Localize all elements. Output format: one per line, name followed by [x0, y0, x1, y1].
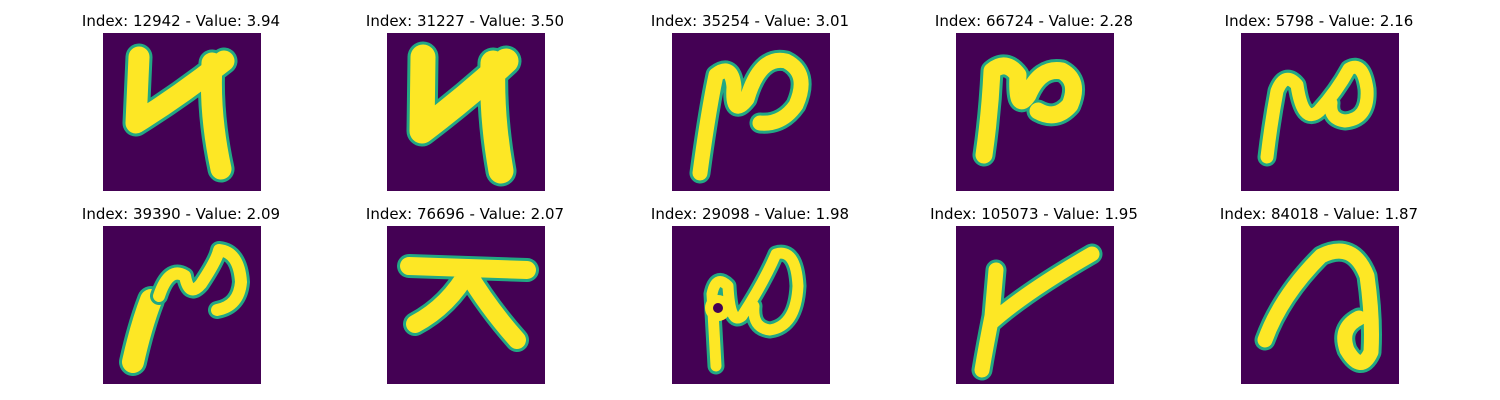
- grid-panel-9: Index: 105073 - Value: 1.95: [930, 204, 1138, 390]
- grid-panel-2: Index: 31227 - Value: 3.50: [366, 11, 564, 197]
- panel-image: [956, 226, 1114, 384]
- panel-image: [103, 33, 261, 191]
- panel-title: Index: 35254 - Value: 3.01: [650, 12, 850, 30]
- panel-image: [387, 33, 545, 191]
- panel-title: Index: 84018 - Value: 1.87: [1219, 205, 1419, 223]
- grid-panel-5: Index: 5798 - Value: 2.16: [1224, 11, 1414, 197]
- panel-title: Index: 29098 - Value: 1.98: [650, 205, 850, 223]
- grid-panel-4: Index: 66724 - Value: 2.28: [935, 11, 1133, 197]
- grid-panel-1: Index: 12942 - Value: 3.94: [82, 11, 280, 197]
- grid-panel-8: Index: 29098 - Value: 1.98: [651, 204, 849, 390]
- panel-title: Index: 66724 - Value: 2.28: [934, 12, 1134, 30]
- panel-title: Index: 12942 - Value: 3.94: [81, 12, 281, 30]
- panel-title: Index: 5798 - Value: 2.16: [1224, 12, 1414, 30]
- panel-image: [1241, 33, 1399, 191]
- grid-panel-7: Index: 76696 - Value: 2.07: [366, 204, 564, 390]
- panel-image: [1241, 226, 1399, 384]
- panel-title: Index: 39390 - Value: 2.09: [81, 205, 281, 223]
- panel-image: [672, 33, 830, 191]
- panel-title: Index: 31227 - Value: 3.50: [365, 12, 565, 30]
- panel-title: Index: 76696 - Value: 2.07: [365, 205, 565, 223]
- panel-image: [387, 226, 545, 384]
- panel-image: [956, 33, 1114, 191]
- grid-panel-6: Index: 39390 - Value: 2.09: [82, 204, 280, 390]
- panel-image: [103, 226, 261, 384]
- panel-image: [672, 226, 830, 384]
- grid-panel-10: Index: 84018 - Value: 1.87: [1220, 204, 1418, 390]
- grid-panel-3: Index: 35254 - Value: 3.01: [651, 11, 849, 197]
- panel-title: Index: 105073 - Value: 1.95: [930, 205, 1138, 223]
